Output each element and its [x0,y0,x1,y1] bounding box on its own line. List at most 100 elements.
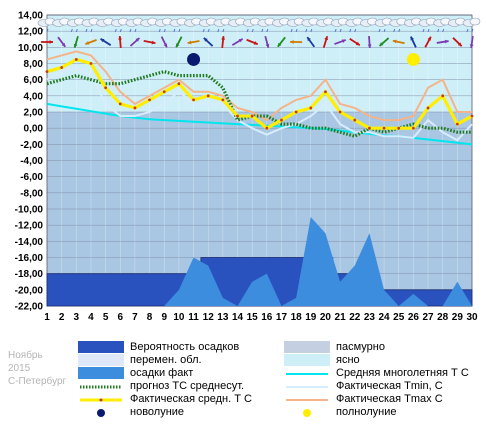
wind-arrow-head [135,37,140,42]
wind-arrow-head [290,40,294,44]
wind-arrow-head [427,36,431,41]
x-tick-label: 13 [217,312,229,323]
x-tick-label: 29 [452,312,464,323]
rain-drop [85,28,88,33]
rain-drop [173,28,176,33]
x-tick-label: 12 [203,312,215,323]
info-year: 2015 [8,363,31,374]
mean-temp-point [177,82,181,86]
mean-temp-point [368,126,371,130]
legend-label: новолуние [130,406,185,418]
wind-arrow-icon [378,37,390,47]
legend-item-longterm-mean: Средняя многолетняя Т С [284,366,469,380]
x-tick-label: 8 [147,312,153,323]
wind-arrow-head [100,38,105,43]
mean-temp-point [265,126,269,130]
y-tick-label: -4,00 [20,156,43,167]
wind-arrow-head [367,44,372,48]
legend-label: Фактическая Tmax C [336,393,443,405]
rain-drop [422,28,425,33]
wind-arrow-head [355,41,360,46]
wind-arrow-icon [349,37,361,47]
legend-label: осадки факт [130,367,194,379]
x-tick-label: 7 [132,312,138,323]
legend-swatch [284,354,330,366]
wind-arrow-icon [129,37,140,47]
cloud-icon [330,17,349,33]
rain-drop [70,28,73,33]
x-tick-labels: 1 2 3 4 5 6 7 8 9 10 11 12 13 14 15 16 17 18 19 20 21 22 23 24 2… [44,312,478,323]
cloud-icon [67,17,85,33]
legend: Вероятность осадков перемен. обл. осадки… [0,340,486,420]
mean-temp-point [280,118,283,122]
y-tick-label: -10,00 [15,205,44,216]
y-tick-label: -18,00 [15,269,44,280]
wind-arrow-icon [246,38,259,46]
weather-chart: 14,00 12,00 10,00 8,00 6,00 4,00 2,00 0,00 -2,00… [15,11,481,323]
mean-temp-point [382,126,386,130]
legend-label: Вероятность осадков [130,341,240,353]
y-tick-label: -8,00 [20,188,43,199]
rain-drop [75,28,78,33]
mean-temp-point [192,98,195,102]
cloud-shape [469,17,481,26]
moon-markers [187,52,420,66]
rain-drop [305,28,308,33]
mean-temp-point [309,106,313,110]
wind-arrow-head [307,37,311,42]
legend-item-actual-mean-temp: Фактическая средн. Т С [78,392,252,406]
wind-arrow-icon [203,37,214,47]
legend-item-tmax: Фактическая Tmax C [284,392,443,406]
mean-temp-point [221,98,225,102]
rain-drop [202,28,205,33]
precip-actual-area [47,217,472,306]
legend-swatch [78,354,124,366]
x-tick-label: 21 [335,312,347,323]
legend-label: Фактическая средн. Т С [130,393,252,405]
legend-item-variable-clouds: перемен. обл. [78,353,202,367]
mean-temp-point [74,58,78,61]
wind-arrow-icon [290,40,303,44]
rain-drop [207,28,210,33]
x-tick-label: 3 [74,312,80,323]
rain-drop [251,28,254,33]
wind-arrow-head [203,37,208,42]
wind-arrow-head [444,39,449,44]
mean-temp-point [455,122,459,126]
wind-arrow-icon [143,39,156,45]
rain-drop [378,28,381,33]
y-tick-label: -6,00 [20,172,43,183]
cloud-icon [140,17,158,27]
rain-drop [178,28,181,33]
cloud-icon [360,17,378,27]
rain-drop [339,28,342,33]
series-фактическая-tmax-c [46,50,472,122]
wind-arrow-head [253,41,258,45]
legend-swatch [284,380,330,392]
legend-item-clear: ясно [284,353,360,367]
cloud-icon [316,17,334,27]
x-tick-label: 17 [276,312,288,323]
mean-temp-point [441,94,445,98]
mean-temp-point [426,106,430,110]
rain-drop [46,28,49,33]
mean-temp-point [104,86,108,90]
x-tick-label: 1 [44,312,50,323]
legend-label: Фактическая Tmin, C [336,380,443,392]
wind-arrow-head [457,42,462,47]
x-tick-label: 20 [320,312,332,323]
cloud-icon [228,17,246,27]
y-tick-label: 10,00 [18,43,43,54]
mean-temp-point [162,90,166,94]
rain-drop [310,28,313,33]
rain-drop [41,28,44,33]
legend-label: Средняя многолетняя Т С [336,367,469,379]
rain-drop [90,28,93,33]
rain-drop [354,28,357,33]
y-tick-label: 8,00 [24,59,44,70]
x-tick-label: 16 [261,312,273,323]
legend-item-full-moon: полнолуние [284,405,396,419]
rain-drop [119,28,122,33]
wind-arrow-icon [392,39,405,45]
wind-arrow-head [61,42,66,47]
